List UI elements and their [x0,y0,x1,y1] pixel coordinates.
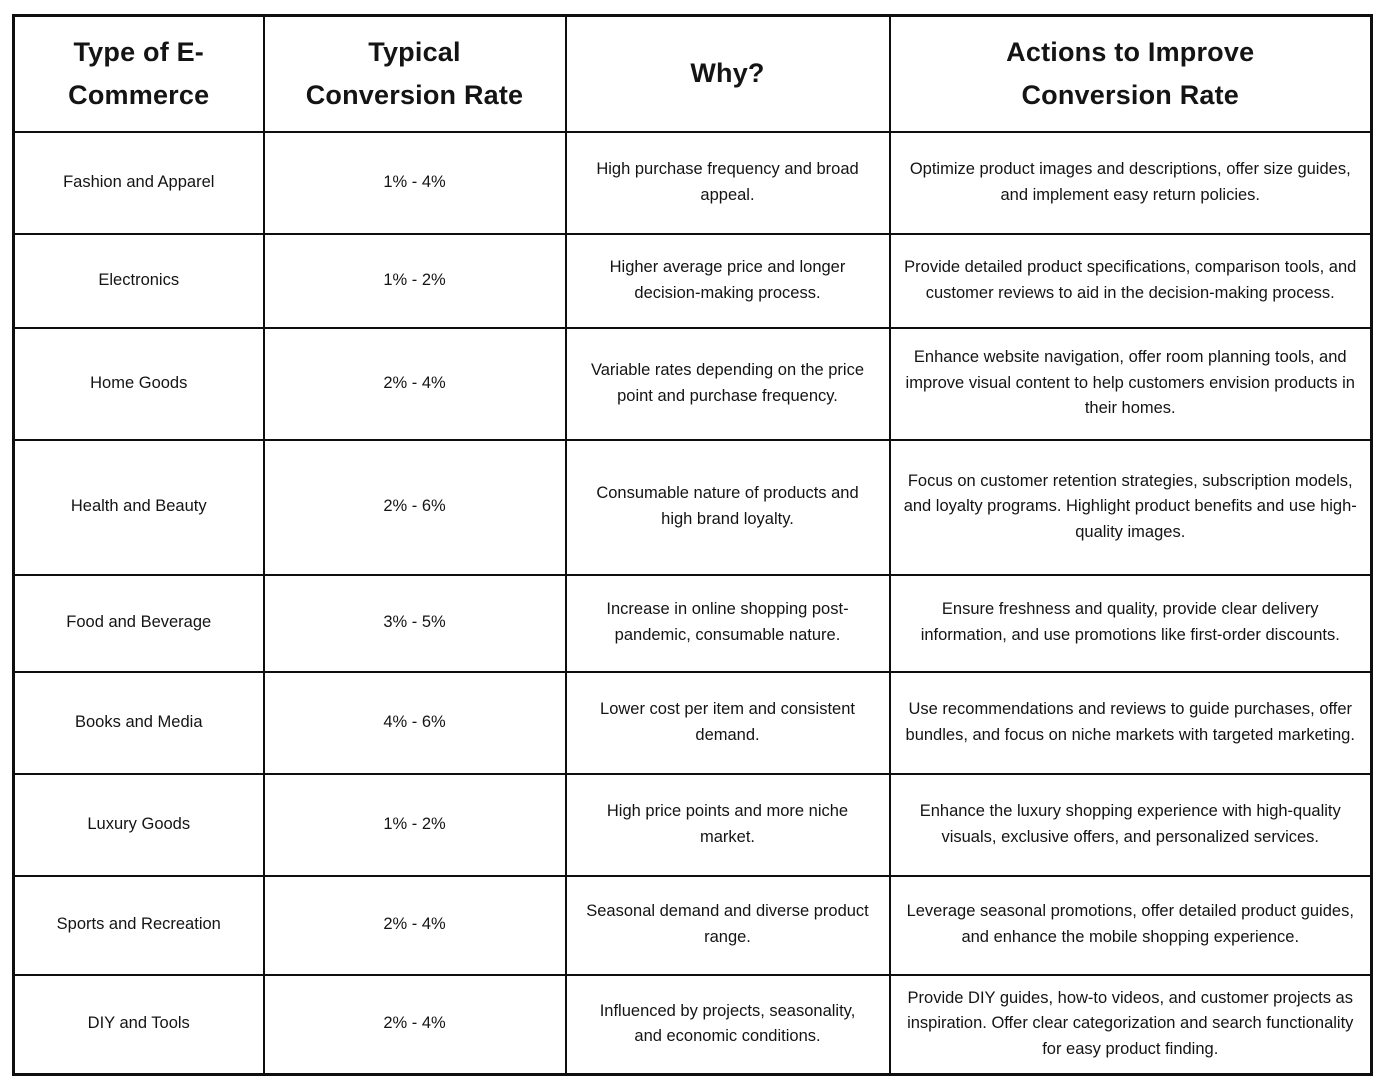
cell-why: Increase in online shopping post-pandemi… [564,573,891,673]
cell-type: Books and Media [12,670,265,775]
cell-actions: Enhance the luxury shopping experience w… [888,772,1373,877]
conversion-rate-table: Type of E- Commerce Typical Conversion R… [12,14,1373,1076]
cell-rate: 1% - 4% [262,130,567,235]
table-header: Type of E- Commerce Typical Conversion R… [12,14,1373,133]
table-row: Sports and Recreation 2% - 4% Seasonal d… [12,874,1373,976]
column-header-actions: Actions to Improve Conversion Rate [888,14,1373,133]
cell-rate: 2% - 4% [262,874,567,976]
cell-type: Fashion and Apparel [12,130,265,235]
cell-type: DIY and Tools [12,973,265,1076]
cell-type: Electronics [12,232,265,329]
cell-type: Health and Beauty [12,438,265,576]
table-row: Books and Media 4% - 6% Lower cost per i… [12,670,1373,775]
cell-type: Sports and Recreation [12,874,265,976]
table-row: Home Goods 2% - 4% Variable rates depend… [12,326,1373,441]
table-row: DIY and Tools 2% - 4% Influenced by proj… [12,973,1373,1076]
cell-actions: Enhance website navigation, offer room p… [888,326,1373,441]
cell-why: Influenced by projects, seasonality, and… [564,973,891,1076]
cell-type: Luxury Goods [12,772,265,877]
cell-rate: 1% - 2% [262,232,567,329]
cell-why: Lower cost per item and consistent deman… [564,670,891,775]
cell-rate: 1% - 2% [262,772,567,877]
cell-why: High price points and more niche market. [564,772,891,877]
cell-actions: Provide detailed product specifications,… [888,232,1373,329]
cell-rate: 3% - 5% [262,573,567,673]
cell-actions: Optimize product images and descriptions… [888,130,1373,235]
table-row: Luxury Goods 1% - 2% High price points a… [12,772,1373,877]
table-row: Electronics 1% - 2% Higher average price… [12,232,1373,329]
column-header-rate: Typical Conversion Rate [262,14,567,133]
cell-actions: Leverage seasonal promotions, offer deta… [888,874,1373,976]
cell-rate: 2% - 4% [262,326,567,441]
table-row: Fashion and Apparel 1% - 4% High purchas… [12,130,1373,235]
cell-actions: Use recommendations and reviews to guide… [888,670,1373,775]
cell-why: Consumable nature of products and high b… [564,438,891,576]
cell-why: High purchase frequency and broad appeal… [564,130,891,235]
cell-rate: 2% - 4% [262,973,567,1076]
cell-type: Food and Beverage [12,573,265,673]
table-body: Fashion and Apparel 1% - 4% High purchas… [12,130,1373,1076]
cell-rate: 4% - 6% [262,670,567,775]
table-row: Health and Beauty 2% - 6% Consumable nat… [12,438,1373,576]
conversion-rate-table-container: Type of E- Commerce Typical Conversion R… [12,14,1373,1076]
cell-actions: Provide DIY guides, how-to videos, and c… [888,973,1373,1076]
cell-actions: Focus on customer retention strategies, … [888,438,1373,576]
cell-why: Seasonal demand and diverse product rang… [564,874,891,976]
cell-why: Higher average price and longer decision… [564,232,891,329]
cell-rate: 2% - 6% [262,438,567,576]
cell-type: Home Goods [12,326,265,441]
table-row: Food and Beverage 3% - 5% Increase in on… [12,573,1373,673]
column-header-why: Why? [564,14,891,133]
header-row: Type of E- Commerce Typical Conversion R… [12,14,1373,133]
cell-actions: Ensure freshness and quality, provide cl… [888,573,1373,673]
cell-why: Variable rates depending on the price po… [564,326,891,441]
column-header-type: Type of E- Commerce [12,14,265,133]
